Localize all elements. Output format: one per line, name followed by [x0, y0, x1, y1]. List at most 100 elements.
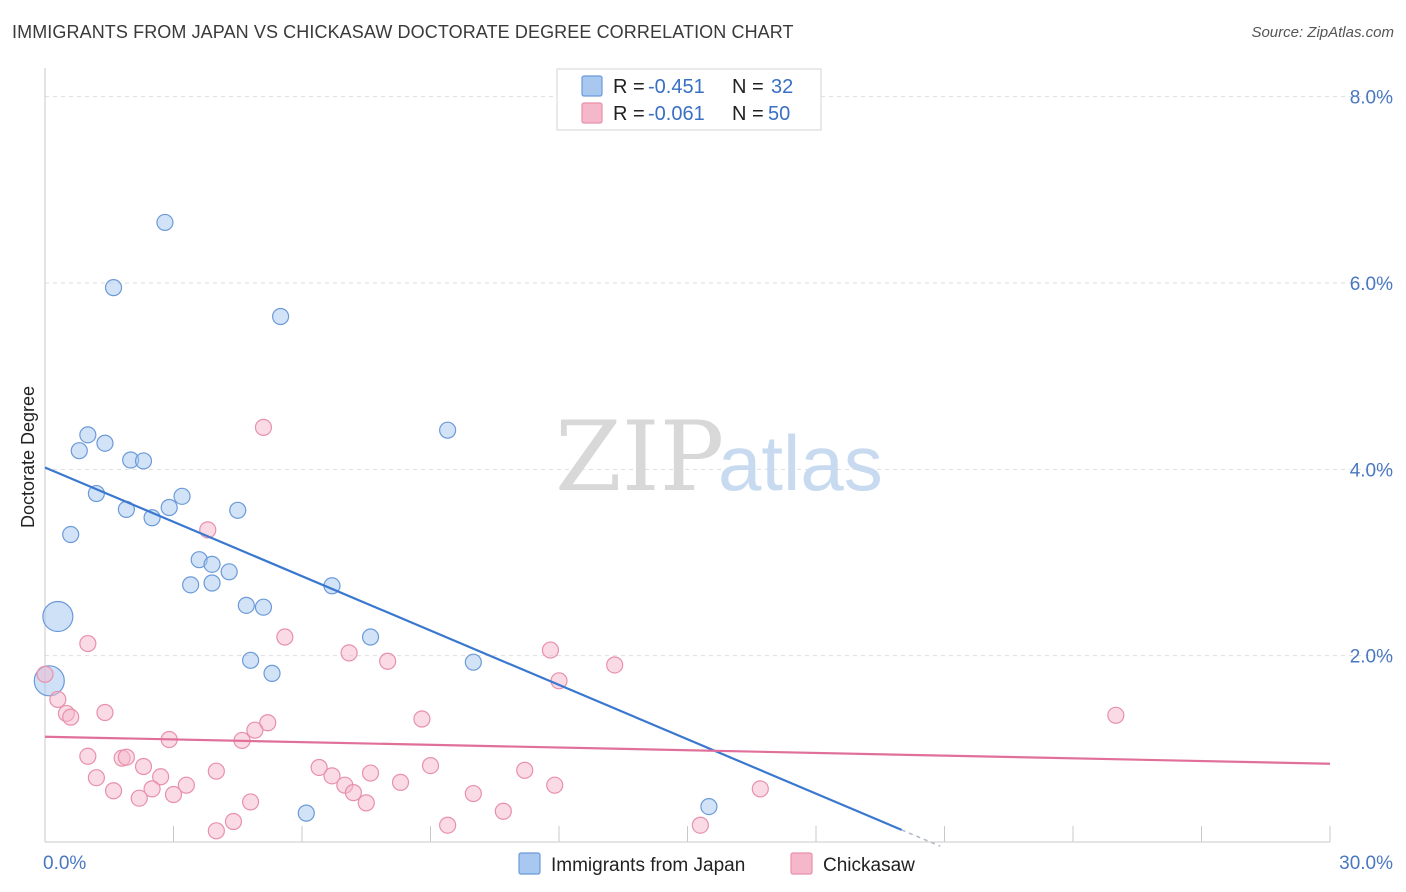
stats-legend: R = -0.451 N = 32 R = -0.061 N = 50 [556, 68, 822, 131]
chickasaw-point [259, 714, 277, 732]
legend-r-label-chickasaw: R = [613, 103, 645, 125]
chickasaw-point [516, 761, 534, 779]
watermark: ZIP atlas [555, 401, 883, 513]
chickasaw-point [494, 802, 512, 820]
legend-r-value-chickasaw: -0.061 [648, 103, 705, 125]
chickasaw-point [130, 789, 148, 807]
japan-point [220, 563, 238, 581]
japan-point [271, 307, 290, 326]
chickasaw-point [242, 793, 260, 811]
chickasaw-point [391, 773, 410, 791]
japan-point [263, 664, 281, 682]
japan-point [700, 797, 718, 816]
chickasaw-trend-line [44, 735, 1331, 765]
chickasaw-point [79, 634, 97, 653]
japan-point [242, 651, 260, 669]
japan-point [156, 213, 174, 232]
watermark-zip: ZIP [555, 401, 724, 513]
chickasaw-point [62, 708, 80, 726]
chickasaw-point [464, 784, 482, 803]
chickasaw-point [413, 710, 431, 728]
japan-point [42, 600, 74, 633]
japan-point [182, 576, 200, 594]
chickasaw-point [1107, 706, 1125, 724]
legend-swatch-chickasaw [581, 102, 603, 124]
chickasaw-point [439, 816, 457, 834]
chickasaw-point [361, 764, 380, 782]
japan-point [62, 525, 80, 544]
chickasaw-point [606, 656, 624, 674]
source-label: Source: ZipAtlas.com [1251, 24, 1394, 41]
chickasaw-point [310, 758, 328, 777]
japan-point [229, 501, 247, 519]
y-tick-label: 2.0% [1350, 647, 1393, 668]
japan-point [203, 555, 221, 573]
legend-r-value-japan: -0.451 [648, 76, 705, 98]
chickasaw-point [379, 652, 397, 670]
japan-point [96, 434, 114, 452]
chickasaw-point [143, 780, 161, 798]
japan-trend-extension [901, 829, 941, 847]
chickasaw-point [49, 690, 67, 709]
y-tick-label: 4.0% [1350, 460, 1393, 481]
japan-point [297, 804, 315, 822]
japan-point [237, 596, 255, 614]
chickasaw-point [357, 794, 375, 812]
chickasaw-point [87, 769, 106, 787]
chickasaw-point [344, 784, 362, 802]
chickasaw-point [246, 721, 264, 739]
data-points [33, 213, 1125, 840]
japan-point [254, 598, 273, 616]
tick-labels: 2.0% 4.0% 6.0% 8.0% 0.0% 30.0% [43, 88, 1393, 874]
y-tick-label: 6.0% [1350, 274, 1393, 295]
legend-swatch-japan [581, 75, 603, 97]
chickasaw-point [751, 780, 769, 798]
japan-point [160, 498, 178, 517]
japan-point [134, 452, 153, 470]
chickasaw-point [541, 641, 560, 659]
chart-title: IMMIGRANTS FROM JAPAN VS CHICKASAW DOCTO… [12, 22, 794, 42]
watermark-atlas: atlas [718, 419, 883, 507]
legend-n-label-japan: N = [732, 76, 764, 98]
trend-lines [44, 466, 1331, 847]
chickasaw-point [207, 822, 225, 840]
grid-lines [45, 96, 1392, 657]
chickasaw-point [164, 785, 183, 804]
japan-point [464, 653, 482, 671]
series-legend-swatch-chickasaw [790, 852, 813, 875]
chickasaw-point [224, 812, 243, 831]
chickasaw-point [276, 628, 294, 646]
chickasaw-point [79, 747, 97, 765]
japan-point [173, 487, 191, 505]
chickasaw-point [323, 767, 341, 785]
chickasaw-point [152, 768, 170, 786]
y-axis-label: Doctorate Degree [18, 386, 38, 528]
legend-n-label-chickasaw: N = [732, 103, 764, 125]
x-tick-label: 30.0% [1339, 853, 1393, 874]
chickasaw-point [177, 776, 195, 794]
x-tick-label: 0.0% [43, 853, 86, 874]
japan-point [361, 628, 380, 646]
series-legend-label-japan: Immigrants from Japan [551, 855, 745, 876]
series-legend-label-chickasaw: Chickasaw [823, 855, 915, 876]
legend-n-value-chickasaw: 50 [768, 103, 790, 125]
legend-r-label-japan: R = [613, 76, 645, 98]
series-legend-swatch-japan [518, 852, 541, 875]
axes [44, 68, 1331, 843]
series-legend: Immigrants from Japan Chickasaw [518, 852, 915, 876]
chickasaw-point [117, 748, 135, 766]
japan-point [203, 574, 221, 592]
chickasaw-point [254, 418, 273, 436]
chickasaw-point [96, 703, 114, 722]
chickasaw-point [421, 756, 440, 775]
chickasaw-point [104, 782, 123, 800]
chickasaw-point [691, 816, 709, 834]
japan-point [70, 442, 88, 460]
chickasaw-point [134, 757, 153, 776]
legend-n-value-japan: 32 [771, 76, 793, 98]
chickasaw-point [36, 665, 54, 683]
y-tick-label: 8.0% [1350, 88, 1393, 109]
japan-trend-line [44, 466, 903, 831]
chickasaw-point [546, 776, 564, 794]
